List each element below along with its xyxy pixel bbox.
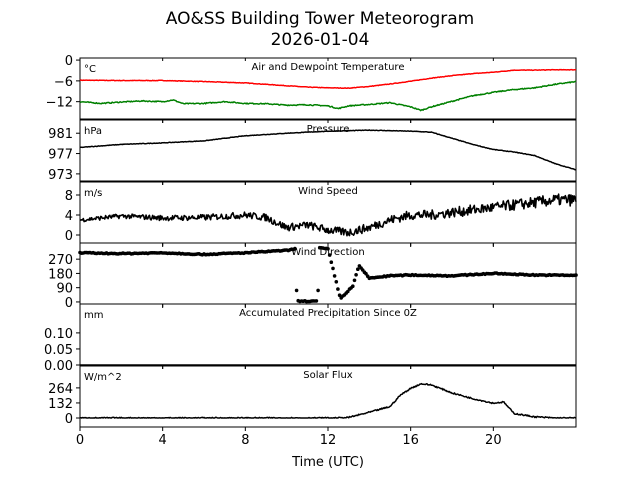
panel-title: Accumulated Precipitation Since 0Z <box>239 308 417 319</box>
y-tick-label: 981 <box>48 127 73 142</box>
chart-title: AO&SS Building Tower Meteorogram <box>166 9 474 29</box>
y-tick-label: 0.00 <box>44 359 73 374</box>
wind-direction-point <box>354 273 358 277</box>
wind-direction-point <box>294 288 299 293</box>
x-tick-label: 16 <box>402 433 419 448</box>
panel-unit: hPa <box>84 126 102 137</box>
y-tick-label: 0 <box>65 54 73 69</box>
wind-direction-point <box>316 288 320 293</box>
panel-title: Air and Dewpoint Temperature <box>252 62 405 73</box>
panel-4: 0.100.050.00 mm Accumulated Precipitation … <box>44 303 577 374</box>
wind-direction-point <box>352 278 357 283</box>
panel-title: Wind Speed <box>298 186 358 197</box>
wind-direction-point <box>351 284 355 289</box>
x-tick-label: 0 <box>76 433 84 448</box>
wind-direction-point <box>356 267 360 272</box>
wind-direction-point <box>293 246 297 251</box>
series-line-solar-flux <box>79 382 577 419</box>
y-tick-label: 977 <box>48 148 73 163</box>
y-tick-label: 0 <box>65 296 73 311</box>
wind-direction-point <box>331 266 335 271</box>
x-tick-label: 12 <box>320 433 337 448</box>
x-tick-label: 20 <box>485 433 502 448</box>
chart-subtitle: 2026-01-04 <box>271 30 370 50</box>
y-tick-label: 0.05 <box>44 343 73 358</box>
panel-0: 0 −6 −12 °C Air and Dewpoint Temperature <box>46 54 577 123</box>
y-tick-label: 0 <box>65 412 73 427</box>
wind-direction-point <box>336 287 340 291</box>
panel-2: 8 4 0 m/s Wind Speed <box>65 181 577 247</box>
series-line-air-temperature <box>79 68 577 90</box>
y-tick-label: 90 <box>56 282 73 297</box>
y-tick-label: −6 <box>54 75 73 90</box>
series-line-wind-speed <box>79 193 577 237</box>
wind-direction-point <box>334 280 339 284</box>
panel-unit: m/s <box>84 188 102 199</box>
wind-direction-point <box>314 299 319 303</box>
y-tick-label: 132 <box>48 397 73 412</box>
y-tick-label: 270 <box>48 253 73 268</box>
y-tick-label: 8 <box>65 189 73 204</box>
series-line-pressure <box>79 129 576 171</box>
series-line-dewpoint <box>79 80 577 112</box>
x-tick-label: 4 <box>159 433 167 448</box>
wind-direction-point <box>326 247 330 251</box>
y-tick-label: 0 <box>65 229 73 244</box>
y-tick-label: −12 <box>46 96 73 111</box>
panel-1: 981 977 973 hPa Pressure <box>48 119 577 185</box>
wind-direction-point <box>574 273 578 277</box>
y-tick-label: 973 <box>48 168 73 183</box>
panel-title: Solar Flux <box>303 370 353 381</box>
wind-direction-point <box>327 253 332 257</box>
wind-direction-point <box>337 293 342 298</box>
y-tick-label: 180 <box>48 267 73 282</box>
panel-unit: °C <box>84 64 96 75</box>
y-tick-label: 0.10 <box>44 327 73 342</box>
wind-direction-point <box>329 260 334 265</box>
panel-title: Wind Direction <box>291 247 365 258</box>
y-tick-label: 264 <box>48 382 73 397</box>
wind-direction-point <box>332 274 337 278</box>
panel-unit: W/m^2 <box>84 372 122 383</box>
y-tick-label: 4 <box>65 209 73 224</box>
panel-unit: mm <box>84 310 103 321</box>
x-axis-label: Time (UTC) <box>291 455 364 470</box>
panel-title: Pressure <box>307 124 350 135</box>
x-tick-label: 8 <box>241 433 249 448</box>
